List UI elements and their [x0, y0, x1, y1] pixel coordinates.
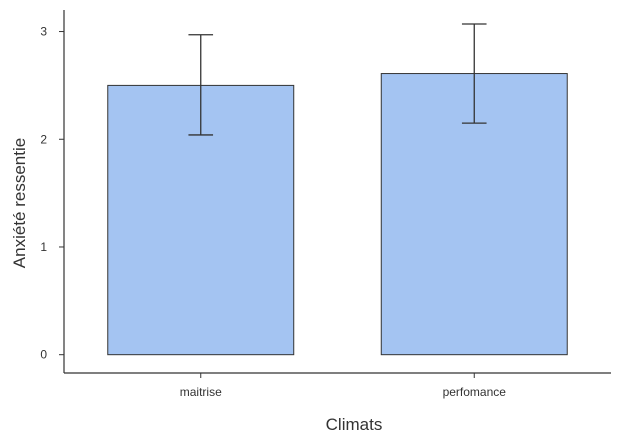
y-axis-title: Anxiété ressentie — [10, 138, 29, 268]
x-tick-label-maitrise: maitrise — [180, 385, 222, 399]
y-tick-label-0: 0 — [40, 348, 47, 362]
x-tick-label-perfomance: perfomance — [443, 385, 507, 399]
y-tick-label-3: 3 — [40, 25, 47, 39]
y-tick-label-2: 2 — [40, 132, 47, 146]
bars-layer — [107, 73, 568, 356]
x-axis-title: Climats — [326, 415, 383, 434]
axes-layer: maitrise perfomance 0 1 2 3 — [40, 10, 611, 399]
error-bars-layer — [188, 23, 487, 136]
y-tick-label-1: 1 — [40, 240, 47, 254]
